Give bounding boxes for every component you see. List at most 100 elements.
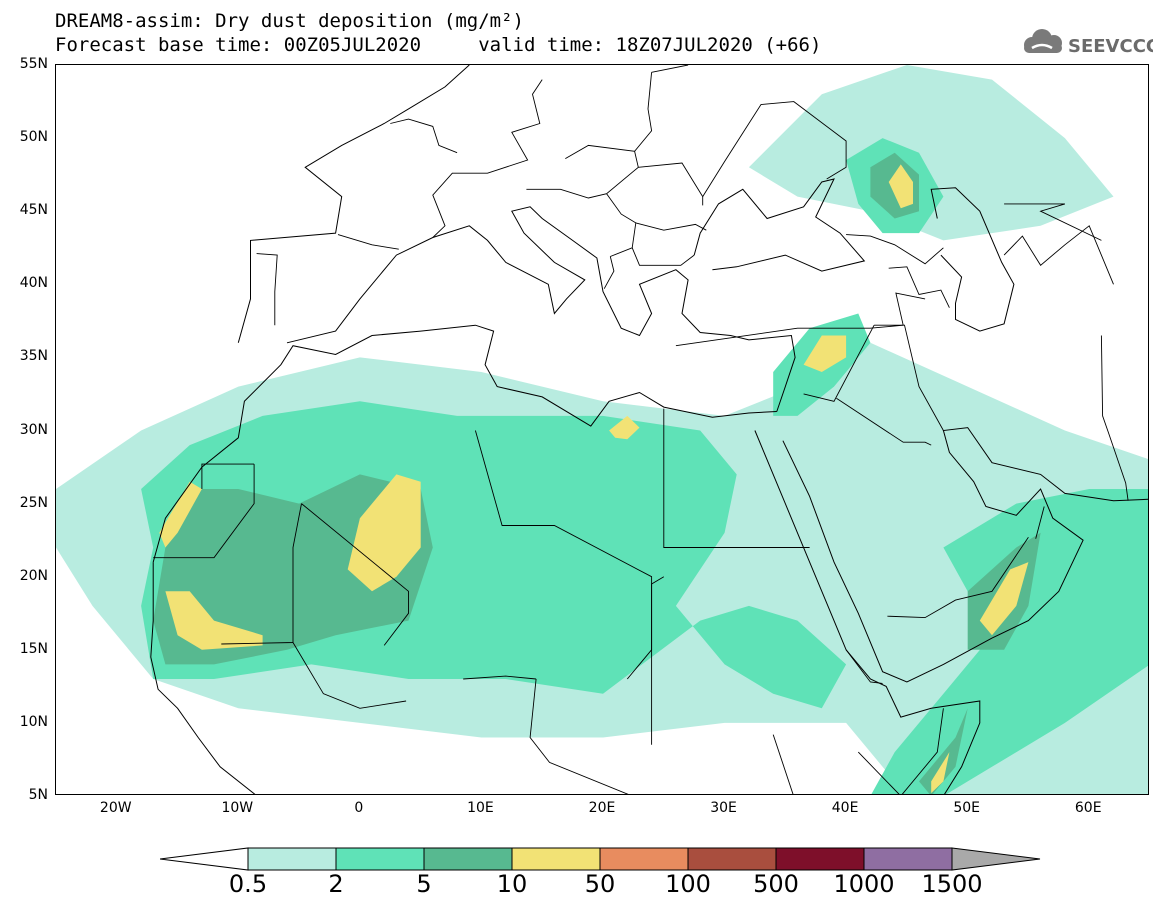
dust-deposition-layer — [56, 65, 1148, 794]
country-border — [675, 324, 904, 347]
country-border — [836, 397, 932, 446]
colorbar-label: 0.5 — [228, 870, 268, 898]
colorbar-label: 100 — [665, 870, 711, 898]
colorbar-label: 5 — [416, 870, 432, 898]
longitude-tick-label: 30E — [710, 800, 737, 816]
longitude-tick-label: 50E — [953, 800, 980, 816]
country-border — [201, 463, 255, 489]
colorbar-box — [775, 847, 865, 871]
dust-region-level-4 — [159, 481, 202, 548]
country-border — [846, 234, 944, 265]
country-border — [651, 576, 665, 745]
country-borders — [153, 65, 1129, 794]
country-border — [888, 266, 950, 308]
latitude-tick-label: 55N — [19, 56, 48, 72]
country-border — [1003, 225, 1114, 285]
coastline — [286, 206, 796, 412]
country-border — [1100, 335, 1129, 501]
country-border — [301, 503, 409, 646]
country-border — [526, 144, 639, 199]
longitude-tick-label: 10E — [467, 800, 494, 816]
coastline — [237, 65, 470, 343]
latitude-tick-label: 40N — [19, 275, 48, 292]
colorbar-label: 1000 — [833, 870, 895, 898]
country-border — [803, 324, 875, 402]
colorbar-label: 500 — [753, 870, 799, 898]
country-border — [606, 193, 637, 257]
colorbar-over-triangle — [951, 847, 1041, 871]
dust-region-level-4 — [347, 474, 421, 592]
country-border — [874, 324, 944, 431]
dust-region-level-1 — [748, 65, 1114, 241]
country-border — [529, 678, 629, 794]
latitude-tick-label: 20N — [19, 567, 48, 584]
country-border — [390, 118, 458, 154]
country-border — [772, 734, 794, 794]
colorbar-label: 1500 — [921, 870, 983, 898]
longitude-tick-label: 20W — [99, 800, 132, 816]
latitude-tick-label: 5N — [28, 787, 48, 803]
country-border — [638, 162, 704, 206]
country-border — [337, 234, 399, 250]
latitude-tick-label: 45N — [19, 202, 48, 219]
coastline — [152, 324, 777, 563]
country-border — [153, 464, 255, 559]
country-border — [474, 430, 653, 680]
colorbar-label: 2 — [328, 870, 344, 898]
dust-region-level-3 — [919, 708, 968, 794]
country-border — [895, 292, 926, 326]
dust-region-level-4 — [165, 591, 263, 650]
colorbar-under-triangle — [160, 847, 249, 871]
coastline — [782, 427, 1148, 683]
coastlines — [150, 65, 1148, 794]
cloud-icon — [1024, 29, 1062, 53]
colorbar-label: 10 — [496, 870, 528, 898]
latitude-tick-label: 25N — [19, 494, 48, 511]
country-border — [1004, 203, 1102, 241]
latitude-tick-label: 10N — [19, 713, 48, 730]
colorbar-box — [687, 847, 777, 871]
colorbar-box — [423, 847, 513, 871]
dust-region-level-4 — [803, 335, 847, 372]
country-border — [663, 408, 810, 548]
colorbar-box — [335, 847, 425, 871]
country-border — [292, 642, 407, 709]
coastline — [693, 178, 866, 272]
dust-region-level-2 — [871, 489, 1148, 794]
seevccc-logo: SEEVCCC — [1018, 25, 1159, 61]
longitude-tick-label: 0 — [354, 800, 364, 816]
chart-title: DREAM8-assim: Dry dust deposition (mg/m²… — [55, 10, 524, 32]
latitude-tick-label: 35N — [19, 348, 48, 365]
longitude-tick-label: 60E — [1074, 800, 1102, 816]
forecast-time-line: Forecast base time: 00Z05JUL2020 valid t… — [55, 34, 822, 56]
country-border — [631, 247, 695, 266]
coastline — [930, 187, 1015, 332]
country-border — [432, 79, 543, 238]
country-border — [857, 708, 944, 794]
colorbar-box — [863, 847, 953, 871]
colorbar-box — [511, 847, 601, 871]
longitude-tick-label: 40E — [831, 800, 859, 816]
coastline — [150, 562, 256, 794]
dust-region-level-4 — [888, 164, 913, 209]
country-border — [1035, 506, 1045, 539]
dust-map — [55, 64, 1149, 795]
latitude-tick-label: 15N — [19, 640, 48, 657]
dust-region-level-4 — [609, 415, 640, 440]
latitude-tick-label: 30N — [19, 421, 48, 438]
colorbar-box — [247, 847, 337, 871]
colorbar-label: 50 — [584, 870, 616, 898]
longitude-tick-label: 20E — [588, 800, 616, 816]
logo-text: SEEVCCC — [1068, 36, 1153, 57]
longitude-tick-label: 10W — [221, 800, 254, 816]
colorbar — [160, 847, 1041, 871]
country-border — [702, 101, 847, 197]
country-border — [887, 536, 1029, 619]
country-border — [845, 649, 883, 684]
country-border — [635, 222, 707, 231]
coastline — [754, 430, 981, 794]
country-border — [634, 72, 653, 152]
colorbar-box — [599, 847, 689, 871]
country-border — [463, 675, 537, 680]
dust-region-level-4 — [979, 562, 1029, 636]
